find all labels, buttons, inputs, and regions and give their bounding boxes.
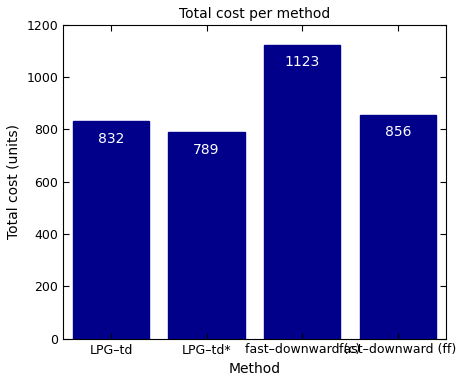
Text: 1123: 1123 bbox=[285, 56, 320, 69]
Title: Total cost per method: Total cost per method bbox=[179, 7, 330, 21]
Text: 832: 832 bbox=[98, 132, 124, 146]
Bar bbox=[168, 133, 245, 339]
Bar bbox=[360, 115, 436, 339]
Bar bbox=[73, 121, 149, 339]
Text: 856: 856 bbox=[384, 125, 411, 139]
X-axis label: Method: Method bbox=[228, 362, 281, 376]
Text: 789: 789 bbox=[193, 143, 220, 157]
Y-axis label: Total cost (units): Total cost (units) bbox=[7, 124, 21, 239]
Bar bbox=[264, 45, 341, 339]
